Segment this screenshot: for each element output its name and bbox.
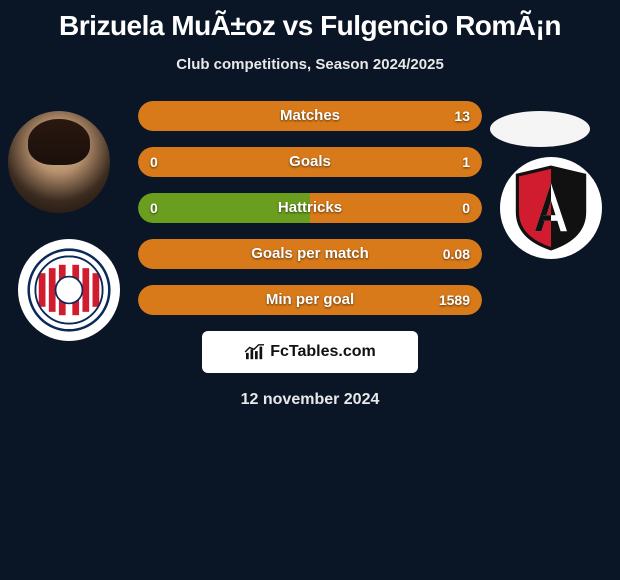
player-left-avatar xyxy=(8,111,110,213)
stat-row: 13Matches xyxy=(138,101,482,131)
page-title: Brizuela MuÃ±oz vs Fulgencio RomÃ¡n xyxy=(0,0,620,42)
date-text: 12 november 2024 xyxy=(0,391,620,409)
stat-label: Hattricks xyxy=(138,193,482,223)
stat-bars: 13Matches 01Goals 00Hattricks 0.08Goals per… xyxy=(138,101,482,315)
comparison-panel: 13Matches 01Goals 00Hattricks 0.08Goals per… xyxy=(0,101,620,315)
stat-label: Min per goal xyxy=(138,285,482,315)
subtitle: Club competitions, Season 2024/2025 xyxy=(0,56,620,73)
stat-label: Matches xyxy=(138,101,482,131)
stat-label: Goals xyxy=(138,147,482,177)
guadalajara-logo-icon xyxy=(27,248,111,332)
stat-row: 01Goals xyxy=(138,147,482,177)
team-right-logo xyxy=(500,157,602,259)
atlas-logo-icon xyxy=(511,164,591,252)
team-left-logo xyxy=(18,239,120,341)
stat-row: 1589Min per goal xyxy=(138,285,482,315)
stat-label: Goals per match xyxy=(138,239,482,269)
brand-badge: FcTables.com xyxy=(202,331,418,373)
player-right-avatar xyxy=(490,111,590,147)
stat-row: 00Hattricks xyxy=(138,193,482,223)
chart-icon xyxy=(244,343,266,361)
stat-row: 0.08Goals per match xyxy=(138,239,482,269)
brand-text: FcTables.com xyxy=(270,343,376,361)
